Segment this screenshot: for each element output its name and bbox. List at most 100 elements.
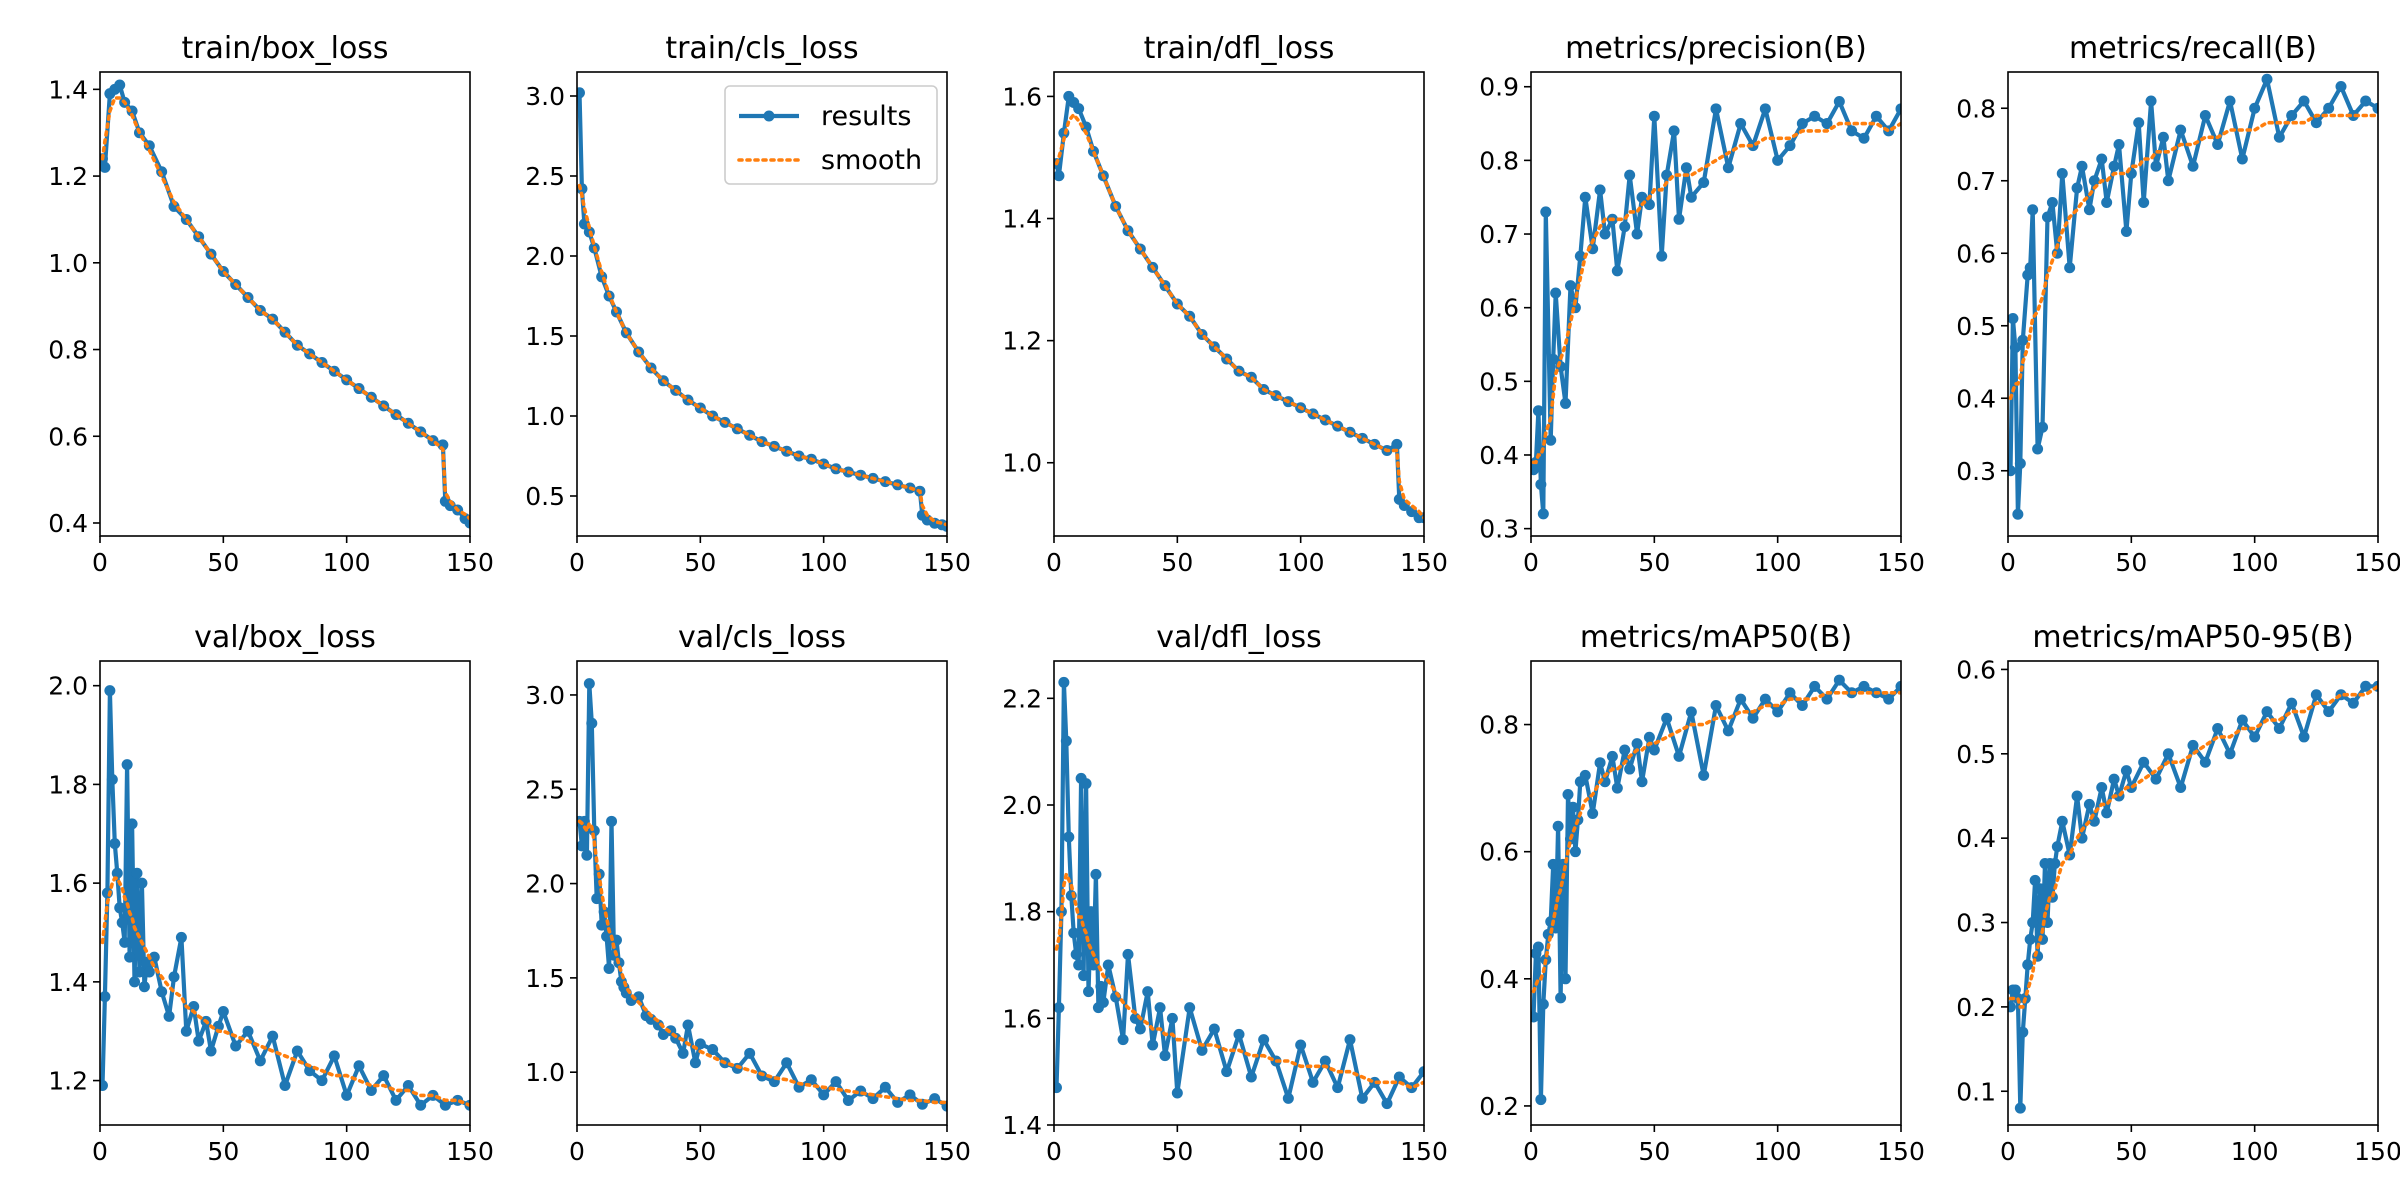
axes-frame (1530, 660, 1902, 1126)
results-point (1391, 438, 1403, 450)
results-point (2323, 706, 2335, 718)
results-point (1531, 1011, 1539, 1023)
results-point (1356, 1092, 1368, 1104)
results-point (1545, 434, 1557, 446)
results-point (596, 919, 608, 931)
y-tick-label: 1.0 (1002, 449, 1042, 478)
results-point (2261, 706, 2273, 718)
x-tick-label: 150 (2354, 1137, 2400, 1166)
plot-area (2008, 680, 2378, 1114)
results-point (2088, 175, 2100, 187)
results-point (1643, 199, 1655, 211)
x-tick-label: 150 (2354, 548, 2400, 577)
smooth-line (2008, 113, 2378, 401)
subplot: train/cls_loss 0 50 100 150 0.5 1.0 1.5 2.0 2.5 3.… (525, 31, 971, 577)
y-tick-label: 0.6 (1956, 239, 1996, 268)
x-tick-label: 50 (1161, 1137, 1193, 1166)
x-tick-label: 0 (92, 1137, 108, 1166)
axes-frame (1530, 71, 1902, 537)
results-point (2236, 153, 2248, 165)
axes-frame (576, 660, 948, 1126)
results-point (2273, 131, 2285, 143)
results-point (1532, 941, 1544, 953)
results-point (1055, 906, 1067, 918)
results-point (1332, 1082, 1344, 1094)
results-point (583, 678, 595, 690)
results-point (2138, 197, 2150, 208)
plot-area (577, 87, 947, 532)
results-point (1070, 948, 1082, 960)
legend-results-marker (763, 110, 775, 122)
smooth-line (100, 876, 470, 1108)
results-point (1184, 1002, 1196, 1014)
results-point (2012, 508, 2024, 520)
results-point (2120, 765, 2132, 777)
results-point (2022, 959, 2034, 971)
results-point (111, 867, 123, 879)
results-line (1531, 677, 1901, 1102)
results-point (2347, 110, 2359, 121)
results-point (1895, 680, 1901, 692)
results-point (2041, 211, 2053, 223)
results-point (842, 1094, 854, 1106)
x-tick-label: 50 (1161, 548, 1193, 577)
results-point (148, 951, 160, 963)
results-point (1134, 1023, 1146, 1035)
results-point (104, 685, 116, 697)
results-point (1735, 693, 1747, 705)
results-point (390, 1094, 402, 1106)
results-point (1685, 191, 1697, 203)
x-tick-label: 150 (1400, 1137, 1448, 1166)
results-point (341, 1089, 353, 1101)
results-point (2008, 1001, 2016, 1013)
y-tick-label: 0.5 (1956, 740, 1996, 769)
results-point (1054, 1002, 1065, 1014)
results-point (1122, 948, 1134, 960)
results-point (2037, 421, 2049, 433)
results-line (100, 688, 470, 1108)
results-point (581, 849, 593, 861)
results-point (1562, 788, 1574, 800)
x-tick-label: 150 (1400, 548, 1448, 577)
results-point (1393, 1071, 1405, 1083)
results-point (1574, 250, 1586, 262)
results-point (242, 1025, 254, 1037)
x-tick-label: 150 (446, 1137, 494, 1166)
y-tick-label: 0.8 (1956, 94, 1996, 123)
results-point (1796, 699, 1808, 711)
results-point (1594, 757, 1606, 769)
results-point (2083, 204, 2095, 216)
x-tick-label: 0 (2000, 1137, 2016, 1166)
results-point (1058, 676, 1070, 688)
results-point (1698, 176, 1710, 188)
results-point (1319, 1055, 1331, 1067)
y-tick-label: 1.4 (48, 75, 88, 104)
x-tick-label: 100 (323, 548, 371, 577)
x-tick-label: 50 (2115, 1137, 2147, 1166)
axes-frame (576, 71, 948, 537)
results-point (2113, 139, 2125, 150)
y-tick-label: 0.9 (1479, 73, 1519, 102)
results-point (1833, 95, 1845, 107)
y-tick-label: 2.0 (48, 672, 88, 701)
results-point (1673, 750, 1685, 762)
results-point (2101, 197, 2113, 208)
results-point (1117, 1034, 1129, 1046)
results-point (606, 815, 618, 827)
y-tick-label: 1.2 (1002, 327, 1042, 356)
results-point (805, 1074, 817, 1086)
results-point (2236, 714, 2248, 726)
y-tick-label: 1.4 (1002, 1111, 1042, 1140)
subplot-title: train/dfl_loss (1144, 31, 1335, 66)
results-point (1073, 959, 1085, 971)
results-point (1233, 1028, 1245, 1040)
y-tick-label: 1.6 (1002, 1004, 1042, 1033)
results-point (1060, 735, 1072, 747)
y-tick-label: 0.4 (48, 509, 88, 538)
legend-label-smooth: smooth (821, 145, 922, 176)
x-tick-label: 50 (1638, 1137, 1670, 1166)
x-tick-label: 0 (1046, 1137, 1062, 1166)
y-tick-label: 3.0 (525, 681, 565, 710)
results-point (2027, 917, 2039, 929)
results-point (2014, 458, 2026, 469)
